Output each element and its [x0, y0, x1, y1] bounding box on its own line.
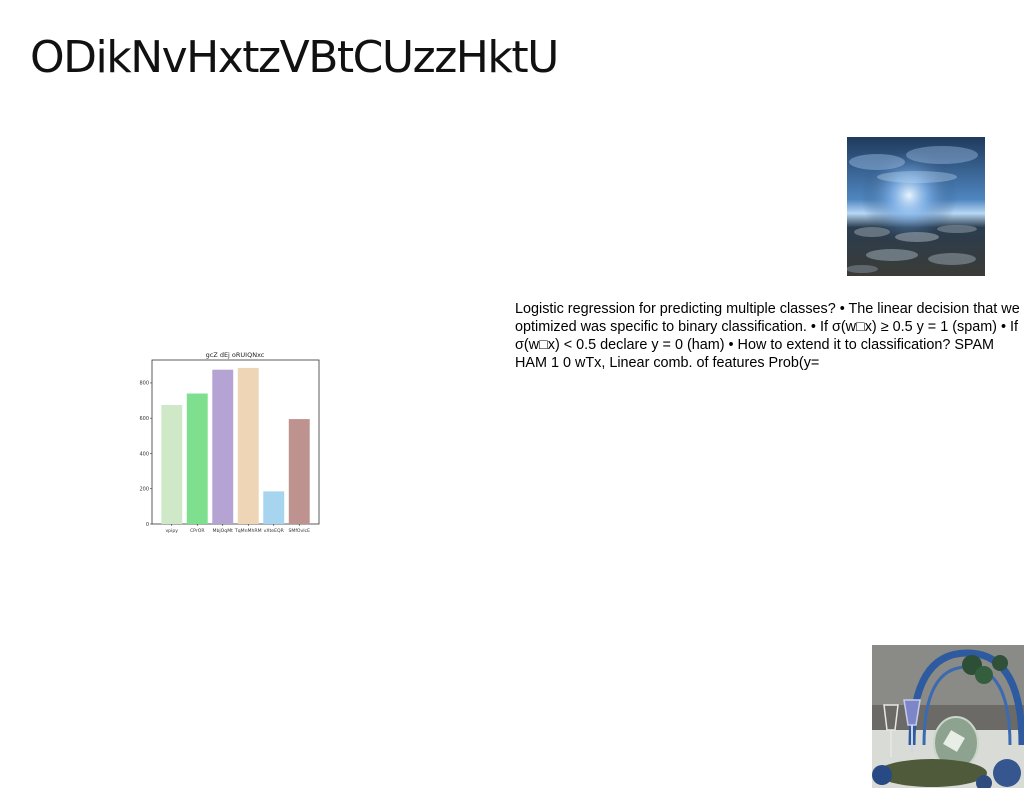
chart-x-tick-label: TqMnMhRM — [234, 528, 262, 534]
chart-bar-vXteEQR — [263, 491, 285, 524]
bar-chart: gcZ dEj oRUIQNxc 0 200 400 600 800 vpipy CPrO… — [138, 346, 328, 542]
chart-title: gcZ dEj oRUIQNxc — [206, 351, 265, 359]
chart-y-axis: 0 200 400 600 800 — [139, 381, 152, 528]
chart-x-axis: vpipy CPrOR MbjOqMt TqMnMhRM vXteEQR SMfOvIcE — [165, 524, 310, 534]
ocean-night-photo — [847, 137, 985, 276]
chart-bar-MbjOqMt — [212, 369, 234, 524]
chart-y-tick-label: 800 — [139, 381, 149, 387]
chart-plot-frame — [151, 359, 320, 525]
table-setting-photo — [872, 645, 1024, 788]
bar-chart-svg: gcZ dEj oRUIQNxc 0 200 400 600 800 vpipy CPrO… — [139, 351, 320, 534]
chart-y-tick-label: 600 — [139, 416, 149, 422]
slide-body-text: Logistic regression for predicting multi… — [515, 301, 1020, 371]
chart-bar-TqMnMhRM — [237, 367, 259, 524]
chart-y-tick-label: 0 — [146, 522, 149, 528]
chart-y-tick-label: 200 — [139, 487, 149, 493]
chart-x-tick-label: vXteEQR — [264, 528, 285, 534]
chart-bar-SMfOvIcE — [288, 419, 310, 524]
chart-x-tick-label: CPrOR — [190, 528, 205, 534]
chart-x-tick-label: MbjOqMt — [213, 528, 234, 534]
chart-bar-CPrOR — [186, 393, 208, 524]
chart-y-tick-label: 400 — [139, 451, 149, 457]
ocean-night-photo-graphic — [847, 137, 985, 276]
slide-title: ODikNvHxtzVBtCUzzHktU — [30, 32, 559, 83]
chart-bars — [161, 367, 310, 524]
chart-x-tick-label: SMfOvIcE — [288, 528, 310, 534]
chart-bar-vpipy — [161, 404, 183, 524]
chart-x-tick-label: vpipy — [165, 528, 178, 534]
table-setting-photo-graphic — [872, 645, 1024, 788]
